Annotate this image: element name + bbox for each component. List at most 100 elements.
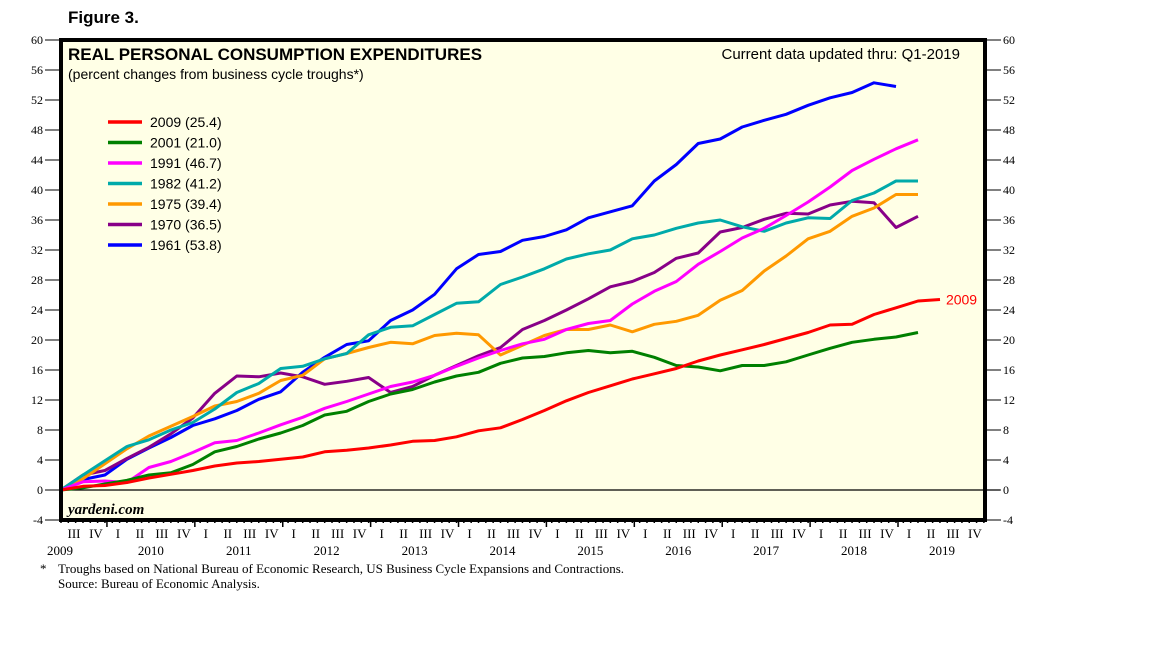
legend-label: 2009 (25.4) [150,114,222,130]
x-quarter-label: I [116,526,120,541]
figure-label: Figure 3. [68,8,139,27]
y-tick-label-right: 20 [1003,333,1015,347]
y-tick-label-left: 48 [31,123,43,137]
y-tick-label-left: 60 [31,33,43,47]
x-quarter-label: IV [616,526,630,541]
y-tick-label-left: 52 [31,93,43,107]
legend: 2009 (25.4) 2001 (21.0) 1991 (46.7) 1982 (4… [108,114,222,253]
x-year-label: 2017 [753,543,780,558]
y-tick-label-left: 28 [31,273,43,287]
x-quarter-label: I [643,526,647,541]
y-tick-label-left: 24 [31,303,43,317]
y-tick-label-right: 0 [1003,483,1009,497]
x-quarter-label: II [136,526,145,541]
x-quarter-label: III [155,526,168,541]
x-quarter-label: II [839,526,848,541]
x-quarter-label: III [771,526,784,541]
x-quarter-label: II [663,526,672,541]
x-quarter-label: IV [792,526,806,541]
y-tick-label-right: 4 [1003,453,1009,467]
x-axis: III IV I II III IV I II III IV I II III IV I II III IV I II… [47,520,985,558]
series-line-1970 [60,199,919,492]
x-quarter-label: II [223,526,232,541]
y-tick-label-left: 0 [37,483,43,497]
end-label-2009: 2009 [946,292,977,308]
x-year-label: 2009 [47,543,73,558]
y-tick-label-left: 16 [31,363,43,377]
x-quarter-label: III [419,526,432,541]
y-tick-label-left: -4 [33,513,43,527]
x-quarter-label: II [927,526,936,541]
updated-annotation: Current data updated thru: Q1-2019 [722,46,961,63]
x-quarter-label: I [292,526,296,541]
y-tick-label-right: -4 [1003,513,1013,527]
x-quarter-label: III [595,526,608,541]
y-tick-label-left: 56 [31,63,43,77]
x-quarter-label: I [907,526,911,541]
x-year-label: 2019 [929,543,955,558]
series-line-1982 [60,179,918,492]
y-tick-label-left: 4 [37,453,43,467]
y-tick-label-left: 12 [31,393,43,407]
y-tick-label-right: 24 [1003,303,1015,317]
legend-label: 1975 (39.4) [150,196,222,212]
y-tick-label-right: 36 [1003,213,1015,227]
plot-frame [59,38,987,522]
x-year-label: 2014 [489,543,516,558]
source-text: Source: Bureau of Economic Analysis. [58,576,260,591]
y-tick-label-left: 44 [31,153,43,167]
y-tick-label-right: 8 [1003,423,1009,437]
legend-label: 1961 (53.8) [150,237,222,253]
series-line-2009 [60,298,941,492]
y-tick-label-right: 32 [1003,243,1015,257]
x-quarter-label: IV [968,526,982,541]
y-tick-label-right: 60 [1003,33,1015,47]
x-quarter-label: III [331,526,344,541]
y-tick-label-right: 40 [1003,183,1015,197]
x-quarter-label: IV [89,526,103,541]
x-quarter-label: IV [177,526,191,541]
y-tick-label-right: 56 [1003,63,1015,77]
x-quarter-label: III [507,526,520,541]
series-line-1975 [60,193,918,492]
y-tick-label-right: 52 [1003,93,1015,107]
y-tick-label-left: 32 [31,243,43,257]
x-year-label: 2015 [577,543,603,558]
x-quarter-label: I [467,526,471,541]
y-tick-label-right: 44 [1003,153,1015,167]
legend-label: 1970 (36.5) [150,217,222,233]
legend-label: 1982 (41.2) [150,176,222,192]
x-quarter-label: IV [880,526,894,541]
x-quarter-label: I [204,526,208,541]
x-quarter-label: I [731,526,735,541]
x-quarter-label: III [683,526,696,541]
chart-title: REAL PERSONAL CONSUMPTION EXPENDITURES [68,45,482,64]
x-year-label: 2010 [138,543,164,558]
x-quarter-label: I [379,526,383,541]
legend-label: 1991 (46.7) [150,155,222,171]
x-quarter-label: III [946,526,959,541]
chart-subtitle: (percent changes from business cycle tro… [68,66,364,82]
x-quarter-label: III [67,526,80,541]
y-tick-label-right: 28 [1003,273,1015,287]
x-year-label: 2018 [841,543,867,558]
x-quarter-label: III [243,526,256,541]
x-quarter-label: IV [441,526,455,541]
series-line-1961 [60,81,897,492]
y-tick-label-left: 8 [37,423,43,437]
y-tick-label-left: 20 [31,333,43,347]
series-line-2001 [60,331,919,492]
legend-label: 2001 (21.0) [150,135,222,151]
y-tick-label-right: 48 [1003,123,1015,137]
x-year-label: 2013 [402,543,428,558]
y-tick-label-right: 12 [1003,393,1015,407]
footnote-block: * Troughs based on National Bureau of Eco… [40,561,624,591]
watermark: yardeni.com [66,502,144,518]
series-line-1991 [60,138,919,492]
x-year-label: 2016 [665,543,692,558]
x-quarter-label: II [311,526,320,541]
y-tick-label-left: 40 [31,183,43,197]
y-tick-label-left: 36 [31,213,43,227]
